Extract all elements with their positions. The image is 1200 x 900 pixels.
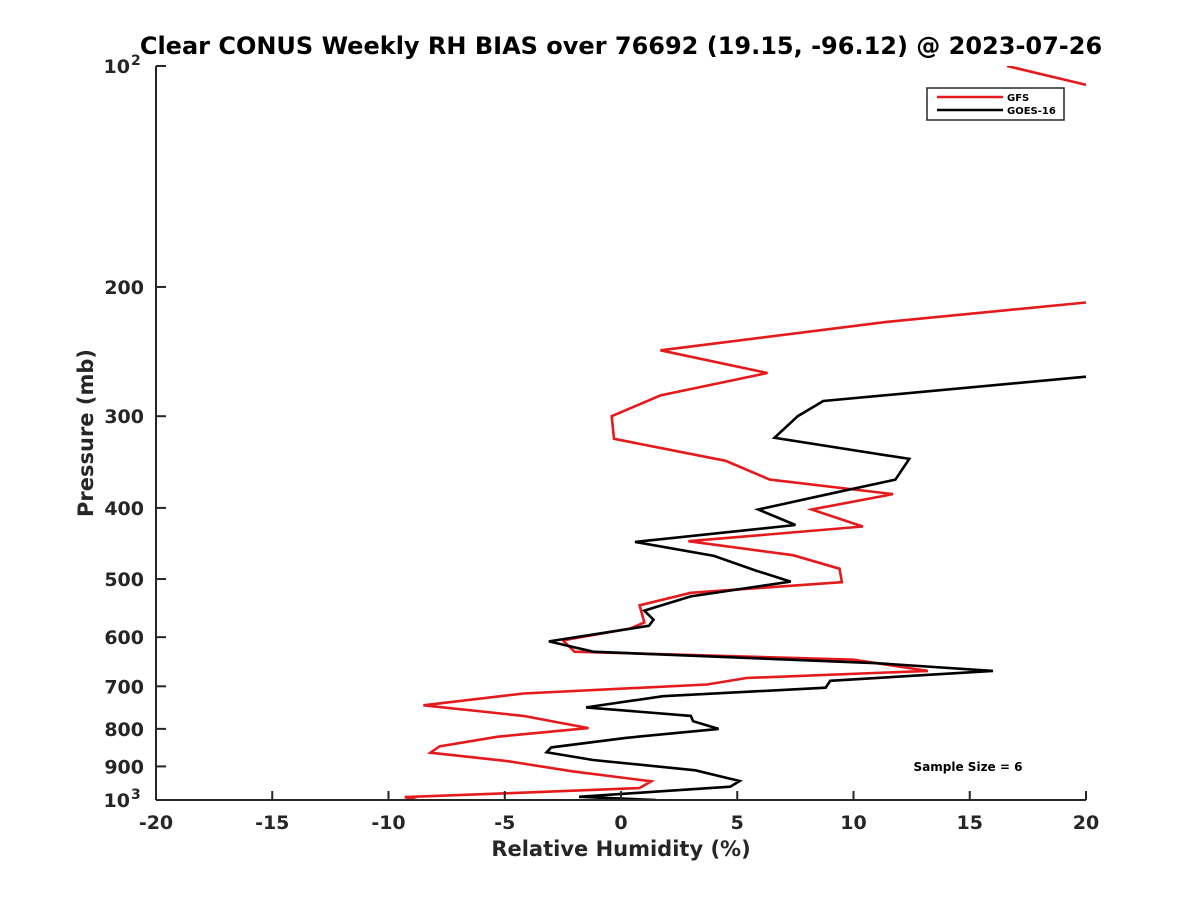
x-tick-label: -10: [371, 812, 405, 834]
series-group: [404, 66, 1086, 800]
x-tick-label: -5: [494, 812, 515, 834]
x-tick-label: -15: [255, 812, 289, 834]
chart-title: Clear CONUS Weekly RH BIAS over 76692 (1…: [140, 32, 1102, 60]
x-axis-ticks: -20 -15 -10 -5 0 5 10 15 20: [139, 791, 1099, 834]
y-tick-label-power: 10: [104, 790, 130, 812]
x-tick-label: 0: [614, 812, 627, 834]
y-tick-label: 300: [104, 406, 144, 428]
x-tick-label: 15: [957, 812, 983, 834]
y-tick-label: 700: [104, 676, 144, 698]
y-axis-label: Pressure (mb): [74, 349, 98, 517]
y-tick-label: 900: [104, 756, 144, 778]
y-tick-label: 600: [104, 627, 144, 649]
sample-size-annotation: Sample Size = 6: [914, 760, 1023, 774]
x-axis-label: Relative Humidity (%): [491, 837, 750, 861]
series-line-goes16: [543, 375, 1086, 800]
x-tick-label: 20: [1073, 812, 1099, 834]
y-tick-label: 500: [104, 569, 144, 591]
y-tick-label-exponent: 3: [131, 787, 141, 803]
x-tick-label: -20: [139, 812, 173, 834]
legend-box: [926, 87, 1065, 121]
x-tick-label: 10: [840, 812, 866, 834]
legend-label-gfs: GFS: [1007, 93, 1029, 104]
x-tick-label: 5: [731, 812, 744, 834]
series-line-gfs: [1006, 66, 1086, 87]
y-tick-label-power: 10: [104, 56, 130, 78]
y-tick-label: 800: [104, 719, 144, 741]
y-tick-label: 200: [104, 277, 144, 299]
y-tick-label-exponent: 2: [131, 53, 141, 69]
legend: GFS GOES-16: [926, 87, 1065, 121]
legend-label-goes16: GOES-16: [1007, 106, 1056, 117]
series-line-gfs: [404, 301, 1086, 800]
y-tick-label: 400: [104, 498, 144, 520]
